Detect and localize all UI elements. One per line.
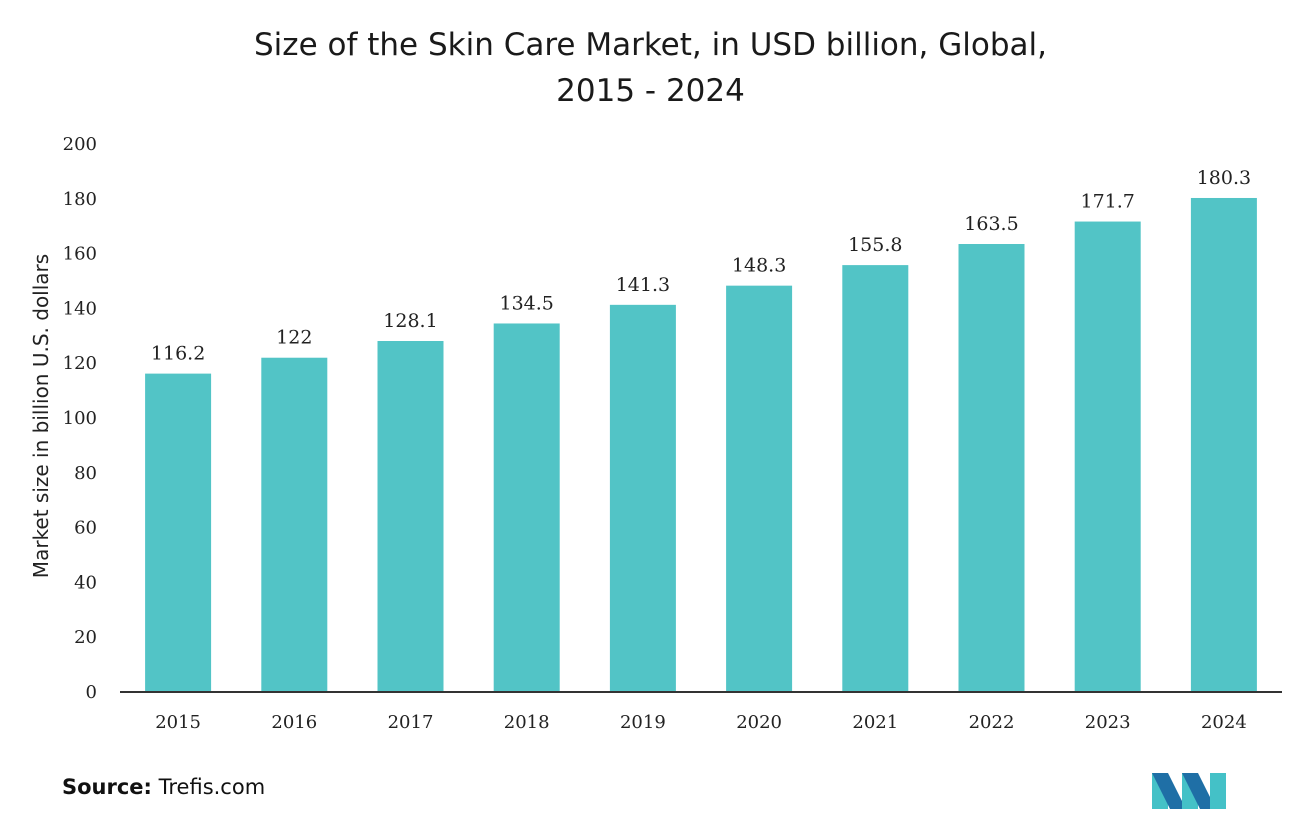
y-tick-label: 160 xyxy=(63,244,97,265)
y-tick-label: 80 xyxy=(74,463,97,484)
data-label: 148.3 xyxy=(732,255,786,277)
x-tick-label: 2022 xyxy=(969,712,1015,733)
bar xyxy=(145,373,212,692)
chart-title-block: Size of the Skin Care Market, in USD bil… xyxy=(0,22,1301,114)
data-label: 122 xyxy=(276,327,312,349)
source-label: Source: xyxy=(62,775,152,799)
y-tick-label: 40 xyxy=(74,572,97,593)
y-tick-label: 180 xyxy=(63,189,97,210)
y-tick-label: 0 xyxy=(86,682,97,703)
x-tick-label: 2017 xyxy=(388,712,434,733)
y-axis-label: Market size in billion U.S. dollars xyxy=(29,254,53,578)
y-tick-label: 100 xyxy=(63,408,97,429)
y-tick-label: 60 xyxy=(74,518,97,539)
data-label: 128.1 xyxy=(383,310,437,332)
y-tick-label: 140 xyxy=(63,298,97,319)
data-label: 141.3 xyxy=(616,274,670,296)
bar xyxy=(842,265,909,692)
data-label: 134.5 xyxy=(499,292,553,314)
chart-subtitle: 2015 - 2024 xyxy=(556,73,745,109)
bar xyxy=(493,323,560,692)
x-tick-label: 2015 xyxy=(155,712,201,733)
y-tick-label: 120 xyxy=(63,353,97,374)
x-tick-label: 2016 xyxy=(271,712,317,733)
bar xyxy=(377,341,444,692)
bar xyxy=(1074,221,1141,693)
bar xyxy=(261,357,328,692)
data-label: 180.3 xyxy=(1197,167,1251,189)
x-tick-label: 2024 xyxy=(1201,712,1247,733)
bar xyxy=(958,244,1025,692)
x-tick-label: 2021 xyxy=(852,712,898,733)
data-label: 155.8 xyxy=(848,234,902,256)
bar xyxy=(1190,197,1257,692)
y-tick-label: 20 xyxy=(74,627,97,648)
y-tick-label: 200 xyxy=(63,134,97,155)
x-tick-label: 2023 xyxy=(1085,712,1131,733)
data-label: 163.5 xyxy=(964,213,1018,235)
source-note: Source: Trefis.com xyxy=(62,775,265,799)
source-text: Trefis.com xyxy=(151,775,266,799)
x-tick-label: 2018 xyxy=(504,712,550,733)
mordor-intelligence-logo-icon xyxy=(1152,773,1226,809)
bar xyxy=(726,285,793,692)
bar xyxy=(609,304,676,692)
data-label: 116.2 xyxy=(151,343,205,365)
chart-title: Size of the Skin Care Market, in USD bil… xyxy=(254,27,1047,63)
data-label: 171.7 xyxy=(1080,191,1134,213)
x-tick-label: 2020 xyxy=(736,712,782,733)
x-tick-label: 2019 xyxy=(620,712,666,733)
